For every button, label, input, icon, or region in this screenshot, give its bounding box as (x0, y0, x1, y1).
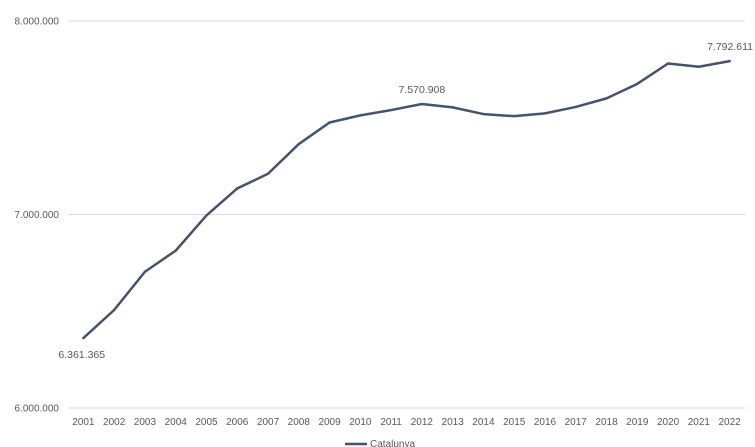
data-point (297, 142, 300, 146)
data-point (728, 59, 731, 63)
x-tick-label: 2009 (318, 417, 341, 428)
legend-label-catalunya: Catalunya (370, 439, 415, 447)
x-tick-label: 2008 (288, 417, 311, 428)
y-tick-label: 8.000.000 (15, 17, 60, 28)
data-point (112, 308, 116, 312)
data-point (420, 102, 424, 106)
x-tick-label: 2016 (534, 417, 557, 428)
data-point (482, 112, 485, 116)
data-point (574, 105, 577, 109)
legend: Catalunya (345, 439, 415, 447)
x-axis-ticks: 2001 2002 2003 2004 2005 2006 2007 2008 2009 2010… (72, 417, 741, 428)
data-point (143, 270, 147, 273)
y-tick-label: 6.000.000 (15, 404, 60, 415)
data-point (513, 114, 516, 118)
data-point (174, 249, 177, 252)
data-point (389, 108, 393, 112)
data-point (605, 97, 608, 100)
data-point (205, 214, 208, 217)
x-tick-label: 2006 (226, 417, 249, 428)
x-tick-label: 2002 (103, 417, 126, 428)
data-label: 7.792.611 (707, 41, 753, 53)
x-tick-label: 2013 (442, 417, 465, 428)
data-point (236, 187, 239, 190)
data-label: 7.570.908 (399, 84, 446, 96)
x-tick-label: 2011 (380, 417, 402, 428)
data-point (266, 172, 270, 175)
x-tick-label: 2017 (565, 417, 588, 428)
data-point (451, 106, 454, 109)
y-axis-ticks: 6.000.000 7.000.000 8.000.000 (15, 17, 60, 415)
data-label: 6.361.365 (58, 349, 105, 361)
data-point (697, 65, 701, 68)
y-tick-label: 7.000.000 (15, 210, 60, 221)
data-point (82, 336, 85, 340)
x-tick-label: 2005 (195, 417, 218, 428)
x-tick-label: 2010 (349, 417, 372, 428)
data-point (359, 114, 362, 117)
x-tick-label: 2014 (472, 417, 495, 428)
x-tick-label: 2012 (411, 417, 434, 428)
x-tick-label: 2019 (626, 417, 649, 428)
x-tick-label: 2022 (718, 417, 741, 428)
data-point (666, 62, 670, 65)
x-tick-label: 2020 (657, 417, 680, 428)
data-point (543, 112, 547, 115)
gridlines (68, 20, 745, 409)
data-point (636, 82, 639, 86)
data-point (328, 121, 331, 124)
x-tick-label: 2003 (134, 417, 157, 428)
data-labels: 6.361.365 7.570.908 7.792.611 (58, 41, 753, 361)
x-tick-label: 2007 (257, 417, 280, 428)
series-line-catalunya (82, 59, 731, 340)
x-tick-label: 2015 (503, 417, 526, 428)
series-layer (82, 59, 731, 340)
x-tick-label: 2001 (72, 417, 95, 428)
x-tick-label: 2021 (688, 417, 711, 428)
x-tick-label: 2004 (165, 417, 188, 428)
x-tick-label: 2018 (595, 417, 618, 428)
